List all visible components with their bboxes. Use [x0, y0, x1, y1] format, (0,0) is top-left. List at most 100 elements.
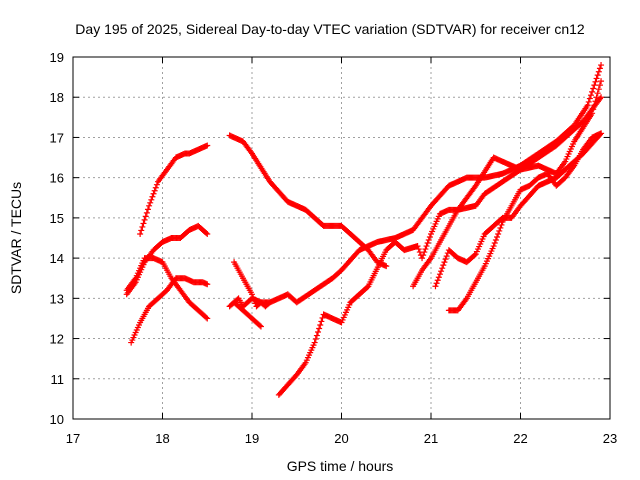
data-point [598, 62, 605, 69]
data-point [250, 294, 257, 301]
data-point [434, 277, 441, 284]
data-series [123, 62, 605, 398]
series-arc-e [226, 132, 390, 270]
data-point [265, 300, 272, 307]
data-point [318, 318, 325, 325]
data-point [596, 82, 603, 89]
series-arc-l [445, 130, 605, 314]
data-point [497, 224, 504, 231]
data-point [319, 314, 326, 321]
series-arc-j [410, 94, 605, 290]
data-point [153, 181, 160, 188]
data-point [138, 227, 145, 234]
x-tick-label: 19 [245, 431, 259, 446]
data-point [204, 315, 211, 322]
y-tick-label: 16 [50, 171, 64, 186]
data-point [316, 325, 323, 332]
data-point [142, 213, 149, 220]
x-tick-label: 23 [603, 431, 617, 446]
data-point [203, 229, 210, 236]
data-point [423, 243, 430, 250]
y-tick-label: 13 [50, 291, 64, 306]
data-point [420, 252, 427, 259]
data-point [204, 142, 211, 149]
data-point [364, 284, 371, 291]
data-point [152, 184, 159, 191]
data-point [495, 230, 502, 237]
data-point [587, 92, 594, 99]
data-point [593, 75, 600, 82]
grid-lines [73, 57, 610, 419]
data-point [204, 281, 211, 288]
data-point [591, 82, 598, 89]
y-tick-label: 14 [50, 251, 64, 266]
y-tick-label: 12 [50, 332, 64, 347]
data-point [312, 336, 319, 343]
data-point [257, 323, 264, 330]
data-point [435, 274, 442, 281]
x-tick-label: 18 [155, 431, 169, 446]
data-point [598, 78, 605, 85]
data-point [594, 72, 601, 79]
data-point [146, 202, 153, 209]
axis-ticks: 17 18 19 20 21 22 23 10 11 12 13 14 15 16 17 18 19 [50, 50, 618, 446]
data-point [249, 291, 255, 298]
data-point [148, 196, 155, 203]
data-point [496, 227, 503, 234]
data-point [140, 220, 147, 227]
data-point [424, 240, 431, 247]
data-point [311, 339, 318, 346]
data-point [490, 243, 497, 250]
data-point [151, 187, 158, 194]
data-point [440, 262, 447, 269]
data-point [441, 259, 448, 266]
data-point [438, 268, 445, 275]
data-point [492, 237, 499, 244]
data-point [251, 297, 258, 304]
data-point [595, 86, 602, 93]
series-arc-b [123, 222, 211, 298]
data-point [149, 193, 156, 200]
data-point [439, 265, 446, 272]
data-point [203, 314, 210, 321]
data-point [592, 78, 599, 85]
data-point [498, 221, 505, 228]
data-point [596, 65, 603, 72]
data-point [598, 130, 605, 137]
data-point [266, 299, 273, 306]
data-point [442, 256, 449, 263]
x-tick-label: 22 [513, 431, 527, 446]
y-tick-label: 17 [50, 130, 64, 145]
data-point [421, 249, 428, 256]
series-arc-a [137, 142, 211, 237]
data-point [432, 283, 439, 290]
data-point [139, 223, 146, 230]
y-axis-label: SDTVAR / TECUs [8, 182, 24, 294]
data-point [433, 280, 440, 287]
data-point [315, 329, 322, 336]
data-point [491, 240, 498, 247]
data-point [598, 94, 605, 101]
data-point [141, 216, 148, 223]
series-arc-f [226, 62, 605, 310]
data-point [594, 90, 601, 97]
plot-frame [72, 56, 611, 420]
data-point [143, 209, 150, 216]
data-point [317, 321, 324, 328]
data-point [137, 230, 144, 237]
data-point [494, 233, 501, 240]
data-point [204, 230, 211, 237]
data-point [313, 332, 320, 339]
data-point [589, 88, 596, 95]
data-point [150, 190, 157, 197]
data-point [144, 206, 151, 213]
x-tick-label: 20 [334, 431, 348, 446]
x-tick-label: 17 [66, 431, 80, 446]
x-tick-label: 21 [424, 431, 438, 446]
series-arc-h [231, 299, 264, 330]
data-point [415, 246, 422, 253]
data-point [586, 95, 593, 102]
series-arc-d [128, 275, 211, 346]
y-tick-label: 11 [51, 372, 65, 387]
